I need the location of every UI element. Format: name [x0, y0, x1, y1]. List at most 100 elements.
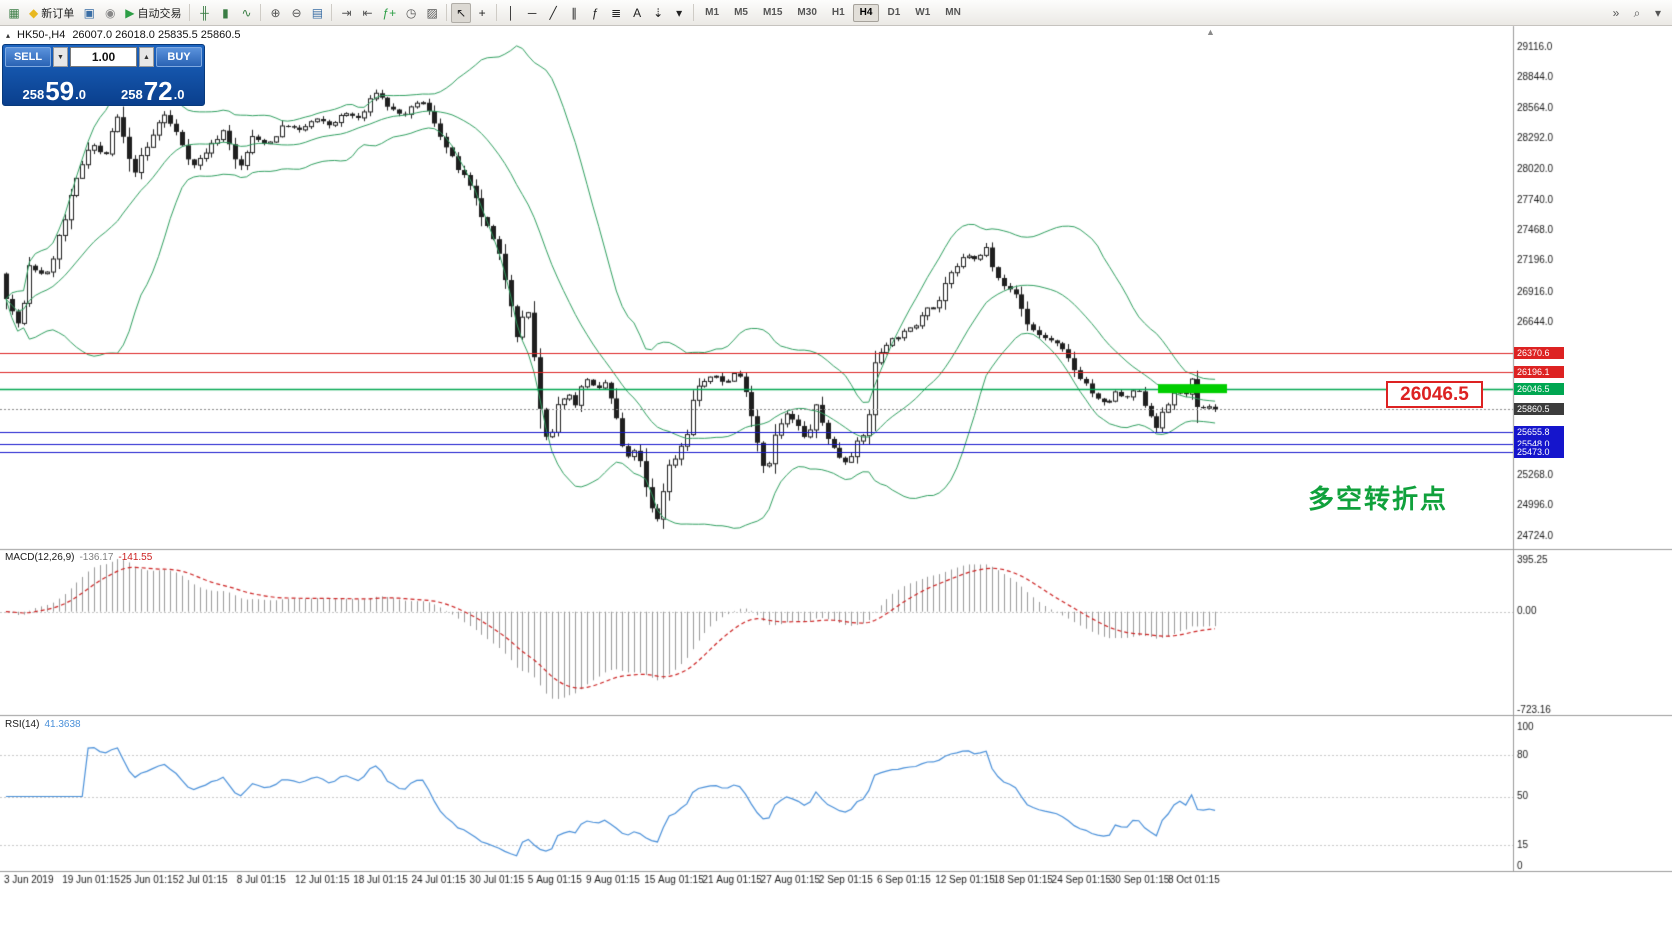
cursor-icon: ↖	[456, 5, 467, 20]
arrows-icon: ⇣	[653, 5, 664, 20]
badge-support-1: 25655.8	[1514, 426, 1564, 439]
rsi-indicator-label: RSI(14) 41.3638	[5, 719, 86, 730]
fibonacci-button[interactable]: ƒ	[585, 3, 605, 23]
new-order-button[interactable]: ◆ 新订单	[25, 3, 78, 23]
ask-price-tail: .0	[173, 86, 185, 102]
data-window-button[interactable]: ◉	[100, 3, 120, 23]
trendline-icon: ╱	[549, 5, 557, 20]
line-chart-icon: ∿	[241, 5, 252, 20]
chart-annotation-text[interactable]: 多空转折点	[1308, 484, 1449, 514]
badge-current-price: 25860.5	[1514, 403, 1564, 416]
new-chart-button[interactable]: ▦	[4, 3, 24, 23]
chart-shift-button[interactable]: ⇤	[357, 3, 377, 23]
bid-price-big: 59	[45, 75, 75, 106]
toolbar-separator	[446, 4, 448, 21]
timeframe-d1-button[interactable]: D1	[887, 7, 901, 18]
sell-button[interactable]: SELL	[5, 47, 51, 67]
bid-price: 258 59 .0	[5, 69, 104, 103]
toolbar-customize-button[interactable]: ⌕	[1627, 3, 1647, 23]
chart-shift-icon: ⇤	[362, 5, 373, 20]
line-chart-button[interactable]: ∿	[236, 3, 256, 23]
grid-icon: ≣	[611, 5, 622, 20]
chart-shift-marker-icon[interactable]: ▲	[1206, 27, 1215, 37]
autotrading-button[interactable]: ▶ 自动交易	[121, 3, 185, 23]
toolbar-separator	[496, 4, 498, 21]
toolbar-more-icon: »	[1612, 5, 1620, 20]
crosshair-button[interactable]: +	[472, 3, 492, 23]
tile-windows-button[interactable]: ▤	[307, 3, 327, 23]
badge-pivot: 26046.5	[1514, 382, 1564, 395]
zoom-out-button[interactable]: ⊖	[286, 3, 306, 23]
channel-icon: ∥	[571, 5, 578, 20]
one-click-collapse-icon[interactable]: ▴	[6, 30, 11, 40]
zoom-out-icon: ⊖	[291, 5, 302, 20]
price-callout-label[interactable]: 26046.5	[1386, 381, 1483, 408]
zoom-in-button[interactable]: ⊕	[265, 3, 285, 23]
tile-windows-icon: ▤	[311, 5, 324, 20]
new-order-icon: ◆	[29, 5, 39, 20]
market-watch-icon: ▣	[83, 5, 95, 20]
ask-price-lead: 258	[121, 86, 143, 102]
chart-ohlc-values: 26007.0 26018.0 25835.5 25860.5	[72, 29, 241, 41]
candlestick-chart-icon: ▮	[222, 5, 229, 20]
trade-panel-prices: 258 59 .0 258 72 .0	[5, 69, 202, 103]
one-click-trading-panel: SELL ▼ ▲ BUY 258 59 .0 258 72 .0	[2, 44, 205, 106]
volume-input[interactable]	[70, 47, 137, 67]
timeframe-m1-button[interactable]: M1	[705, 7, 720, 18]
trade-panel-controls: SELL ▼ ▲ BUY	[5, 47, 202, 67]
volume-decrease-button[interactable]: ▼	[53, 47, 68, 67]
channel-button[interactable]: ∥	[564, 3, 584, 23]
macd-signal-value: -141.55	[118, 552, 153, 563]
timeframe-m15-button[interactable]: M15	[762, 7, 783, 18]
badge-resistance-1: 26370.6	[1514, 346, 1564, 359]
timeframe-mn-button[interactable]: MN	[945, 7, 961, 18]
periods-icon: ◷	[405, 5, 417, 20]
timeframe-w1-button[interactable]: W1	[915, 7, 931, 18]
chart-symbol-period: HK50-,H4	[17, 29, 66, 41]
timeframe-h1-button[interactable]: H1	[831, 7, 845, 18]
bar-chart-button[interactable]: ╫	[194, 3, 214, 23]
ask-price: 258 72 .0	[104, 69, 203, 103]
text-icon: A	[633, 5, 642, 20]
toolbar-options-button[interactable]: ▾	[1648, 3, 1668, 23]
toolbar-separator	[693, 4, 695, 21]
horizontal-line-button[interactable]: ─	[522, 3, 542, 23]
vertical-line-button[interactable]: │	[501, 3, 521, 23]
periods-button[interactable]: ◷	[401, 3, 421, 23]
fibonacci-icon: ƒ	[591, 5, 599, 20]
auto-scroll-button[interactable]: ⇥	[336, 3, 356, 23]
cursor-button[interactable]: ↖	[451, 2, 472, 23]
bid-price-tail: .0	[75, 86, 86, 102]
buy-button[interactable]: BUY	[156, 47, 202, 67]
arrows-button[interactable]: ⇣	[648, 3, 668, 23]
zoom-in-icon: ⊕	[270, 5, 281, 20]
timeframe-h4-button[interactable]: H4	[852, 3, 880, 22]
toolbar-more-button[interactable]: »	[1606, 3, 1626, 23]
new-order-button-label: 新订单	[41, 7, 75, 20]
toolbar-separator	[331, 4, 333, 21]
ask-price-big: 72	[143, 75, 173, 106]
rsi-value: 41.3638	[44, 719, 81, 730]
market-watch-button[interactable]: ▣	[79, 3, 99, 23]
grid-button[interactable]: ≣	[606, 3, 626, 23]
horizontal-line-icon: ─	[527, 5, 537, 20]
candlestick-chart-button[interactable]: ▮	[215, 3, 235, 23]
auto-scroll-icon: ⇥	[341, 5, 352, 20]
indicators-button[interactable]: ƒ+	[378, 3, 400, 23]
autotrading-button-label: 自动交易	[137, 7, 182, 20]
chart-title: ▴ HK50-,H4 26007.0 26018.0 25835.5 25860…	[6, 29, 241, 41]
rsi-title: RSI(14)	[5, 719, 40, 730]
trendline-button[interactable]: ╱	[543, 3, 563, 23]
templates-button[interactable]: ▨	[422, 3, 442, 23]
shapes-icon: ▾	[676, 5, 683, 20]
toolbar-separator	[260, 4, 262, 21]
timeframe-m30-button[interactable]: M30	[797, 7, 817, 18]
volume-increase-button[interactable]: ▲	[139, 47, 154, 67]
timeframe-m5-button[interactable]: M5	[734, 7, 748, 18]
macd-title: MACD(12,26,9)	[5, 552, 75, 563]
shapes-button[interactable]: ▾	[669, 3, 689, 23]
text-button[interactable]: A	[627, 3, 647, 23]
toolbar-options-icon: ▾	[1654, 5, 1662, 20]
badge-support-3: 25473.0	[1514, 446, 1564, 459]
